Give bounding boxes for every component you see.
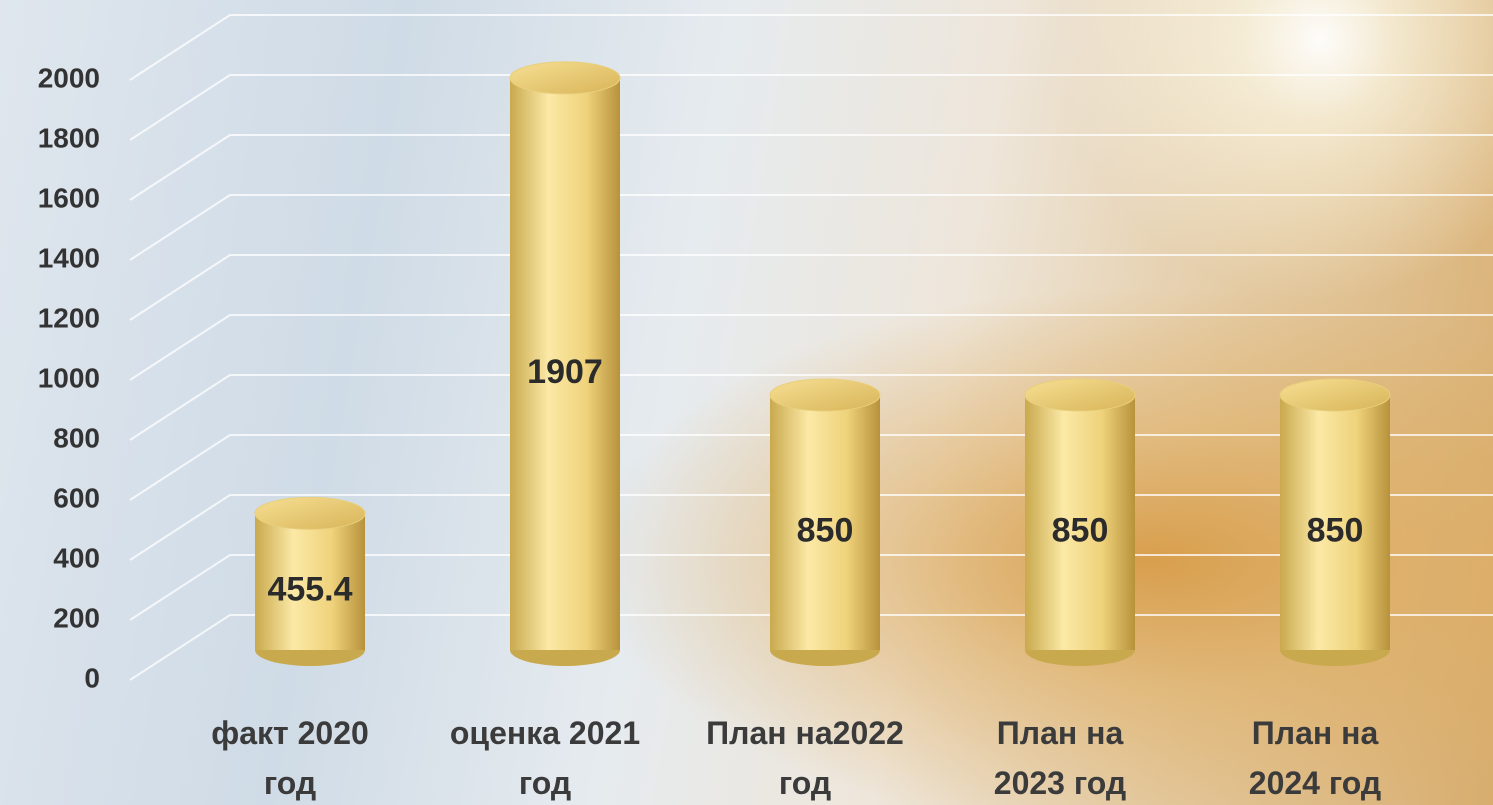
x-tick-label: факт 2020 год [211, 715, 369, 801]
bar-top [254, 496, 366, 530]
grid-line [129, 254, 1493, 321]
bar-top [1024, 378, 1136, 412]
x-tick-label: План на2022 год [706, 715, 904, 801]
bar-top [1279, 378, 1391, 412]
grid-line [129, 314, 1493, 381]
bar-top [509, 61, 621, 95]
bar [770, 395, 880, 650]
y-tick-label: 200 [53, 602, 100, 633]
value-label: 850 [1307, 511, 1364, 549]
y-tick-label: 1600 [38, 182, 100, 213]
y-tick-label: 400 [53, 542, 100, 573]
grid-line [129, 374, 1493, 441]
grid-line [129, 194, 1493, 261]
y-tick-label: 0 [84, 662, 100, 693]
bar [1025, 395, 1135, 650]
bar [510, 77, 620, 650]
y-tick-label: 1400 [38, 242, 100, 273]
value-label: 1907 [527, 353, 603, 391]
value-label: 850 [797, 511, 854, 549]
y-tick-label: 1800 [38, 122, 100, 153]
value-label: 850 [1052, 511, 1109, 549]
y-tick-label: 800 [53, 422, 100, 453]
y-tick-label: 1000 [38, 362, 100, 393]
grid-line [129, 134, 1493, 201]
x-tick-label: План на 2023 год [993, 715, 1127, 801]
x-tick-label: План на 2024 год [1248, 715, 1382, 801]
y-tick-label: 1200 [38, 302, 100, 333]
grid-line [129, 74, 1493, 141]
grid-line [129, 14, 1493, 81]
y-tick-label: 600 [53, 482, 100, 513]
x-tick-label: оценка 2021 год [449, 715, 641, 801]
bar [255, 513, 365, 650]
bar-top [769, 378, 881, 412]
y-tick-label: 2000 [38, 62, 100, 93]
bar [1280, 395, 1390, 650]
value-label: 455.4 [267, 571, 352, 609]
